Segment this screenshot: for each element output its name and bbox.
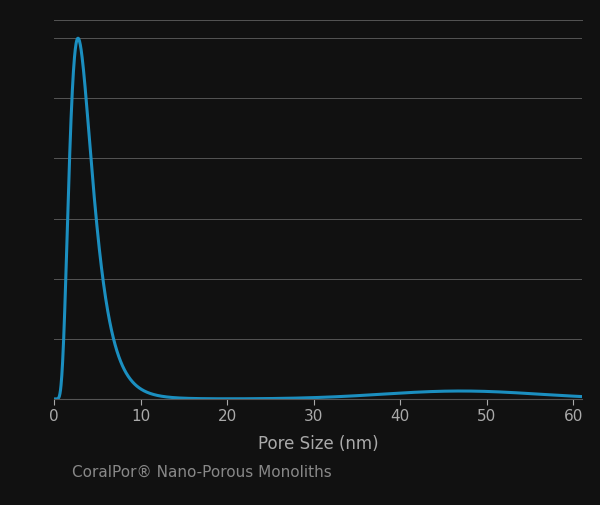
Text: CoralPor® Nano-Porous Monoliths: CoralPor® Nano-Porous Monoliths — [72, 465, 332, 480]
X-axis label: Pore Size (nm): Pore Size (nm) — [257, 435, 379, 453]
